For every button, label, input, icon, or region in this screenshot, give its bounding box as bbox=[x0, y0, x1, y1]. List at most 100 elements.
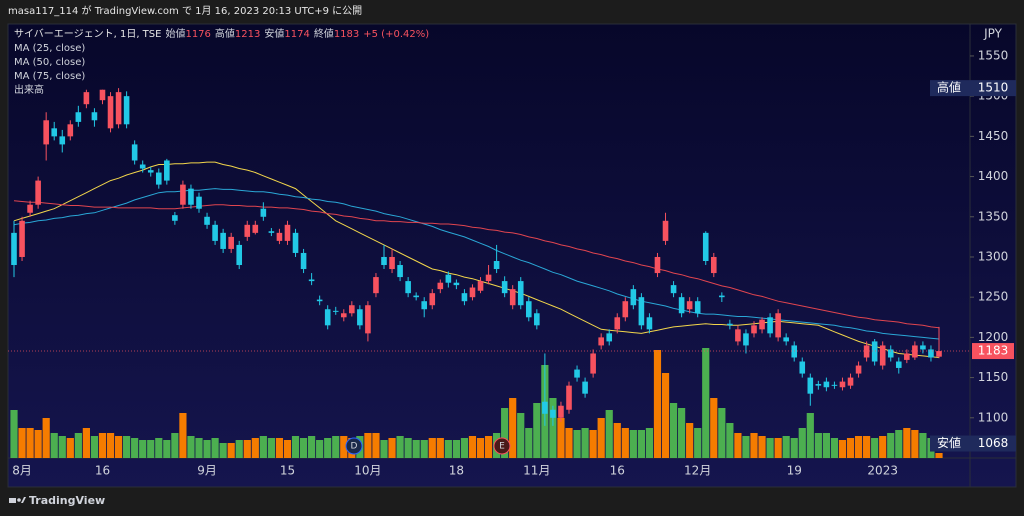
volume-bar bbox=[863, 436, 871, 458]
candle-body bbox=[268, 231, 275, 233]
candle-body bbox=[904, 353, 910, 360]
x-tick-label: 16 bbox=[95, 464, 110, 478]
volume-bar bbox=[533, 403, 541, 458]
candle-body bbox=[928, 349, 934, 358]
volume-bar bbox=[219, 443, 227, 458]
candle-body bbox=[389, 256, 395, 270]
candle-body bbox=[91, 112, 98, 121]
candle-body bbox=[630, 289, 637, 306]
candle-body bbox=[614, 317, 621, 330]
volume-bar bbox=[106, 433, 115, 458]
volume-bar bbox=[661, 373, 670, 458]
candle-body bbox=[11, 232, 17, 266]
candle-body bbox=[879, 345, 886, 366]
candle-body bbox=[155, 172, 162, 185]
candle-body bbox=[99, 89, 106, 101]
candle-body bbox=[139, 164, 146, 169]
candle-body bbox=[244, 224, 251, 237]
volume-bar bbox=[452, 440, 460, 458]
volume-bar bbox=[251, 438, 259, 458]
volume-bar bbox=[299, 438, 308, 458]
range-tag-value: 1068 bbox=[978, 436, 1009, 450]
candle-body bbox=[180, 184, 186, 205]
candle-body bbox=[670, 285, 677, 294]
volume-bar bbox=[50, 433, 58, 458]
candle-body bbox=[582, 381, 588, 394]
volume-bar bbox=[436, 438, 444, 458]
volume-bar bbox=[42, 418, 50, 458]
legend-label: 高値 bbox=[215, 27, 235, 40]
candle-body bbox=[27, 204, 33, 213]
range-tag-name: 安値 bbox=[937, 435, 961, 450]
candle-body bbox=[453, 282, 460, 286]
x-tick-label: 2023 bbox=[867, 464, 898, 478]
legend-label: 始値 bbox=[165, 27, 185, 40]
candle-body bbox=[839, 381, 846, 388]
candle-body bbox=[735, 329, 741, 342]
logo-part bbox=[21, 497, 26, 503]
candle-body bbox=[220, 232, 226, 249]
volume-bar bbox=[678, 408, 686, 458]
x-tick-label: 18 bbox=[449, 464, 464, 478]
candle-body bbox=[710, 256, 717, 274]
volume-bar bbox=[114, 436, 123, 458]
volume-bar bbox=[774, 438, 782, 458]
volume-bar bbox=[484, 436, 493, 458]
candle-body bbox=[855, 365, 862, 374]
y-tick-label: 1150 bbox=[978, 370, 1009, 384]
x-tick-label: 16 bbox=[610, 464, 625, 478]
volume-bar bbox=[637, 430, 645, 458]
volume-bar bbox=[621, 428, 629, 458]
candle-body bbox=[646, 317, 653, 330]
volume-bar bbox=[935, 453, 943, 458]
x-tick-label: 11月 bbox=[523, 464, 550, 478]
candle-body bbox=[871, 341, 878, 362]
candle-body bbox=[920, 345, 926, 350]
volume-bar bbox=[420, 440, 428, 458]
candle-body bbox=[590, 353, 596, 374]
volume-bar bbox=[58, 436, 66, 458]
range-tag-bg bbox=[930, 80, 1016, 97]
candle-body bbox=[381, 256, 387, 266]
candle-body bbox=[131, 144, 138, 161]
plot bbox=[10, 88, 943, 458]
candle-body bbox=[365, 305, 371, 334]
candle-body bbox=[123, 96, 130, 125]
volume-bar bbox=[235, 440, 243, 458]
legend-value: 1176 bbox=[185, 29, 210, 40]
currency: JPY bbox=[983, 27, 1003, 41]
candle-body bbox=[622, 301, 629, 318]
candle-body bbox=[115, 92, 122, 125]
volume-bar bbox=[444, 440, 452, 458]
candle-body bbox=[19, 220, 25, 257]
range-tag-bg bbox=[930, 435, 1016, 452]
volume-bar bbox=[74, 433, 82, 458]
volume-bar bbox=[710, 398, 718, 458]
volume-bar bbox=[372, 433, 380, 458]
x-tick-label: 8月 bbox=[12, 464, 32, 478]
candle-body bbox=[196, 196, 202, 209]
volume-bar bbox=[171, 433, 179, 458]
volume-bar bbox=[139, 440, 147, 458]
candle-body bbox=[300, 252, 307, 270]
x-tick-label: 9月 bbox=[197, 464, 217, 478]
last-price-label: 1183 bbox=[978, 344, 1009, 358]
volume-bar bbox=[879, 436, 887, 458]
legend-change: +5 (+0.42%) bbox=[363, 29, 429, 40]
event-label: D bbox=[351, 442, 358, 452]
legend-ma: MA (50, close) bbox=[14, 57, 85, 68]
chart-title: サイバーエージェント, 1日, TSE bbox=[14, 28, 161, 40]
candle-body bbox=[727, 323, 733, 326]
x-tick-label: 19 bbox=[787, 464, 802, 478]
candle-body bbox=[188, 188, 194, 205]
volume-bar bbox=[468, 436, 477, 458]
volume-bar bbox=[275, 438, 284, 458]
volume-bar bbox=[460, 438, 469, 458]
volume-bar bbox=[227, 443, 235, 458]
ma-line bbox=[13, 200, 940, 329]
volume-bar bbox=[694, 428, 702, 458]
candle-body bbox=[349, 305, 355, 314]
candle-body bbox=[662, 220, 669, 241]
volume-bar bbox=[396, 436, 404, 458]
